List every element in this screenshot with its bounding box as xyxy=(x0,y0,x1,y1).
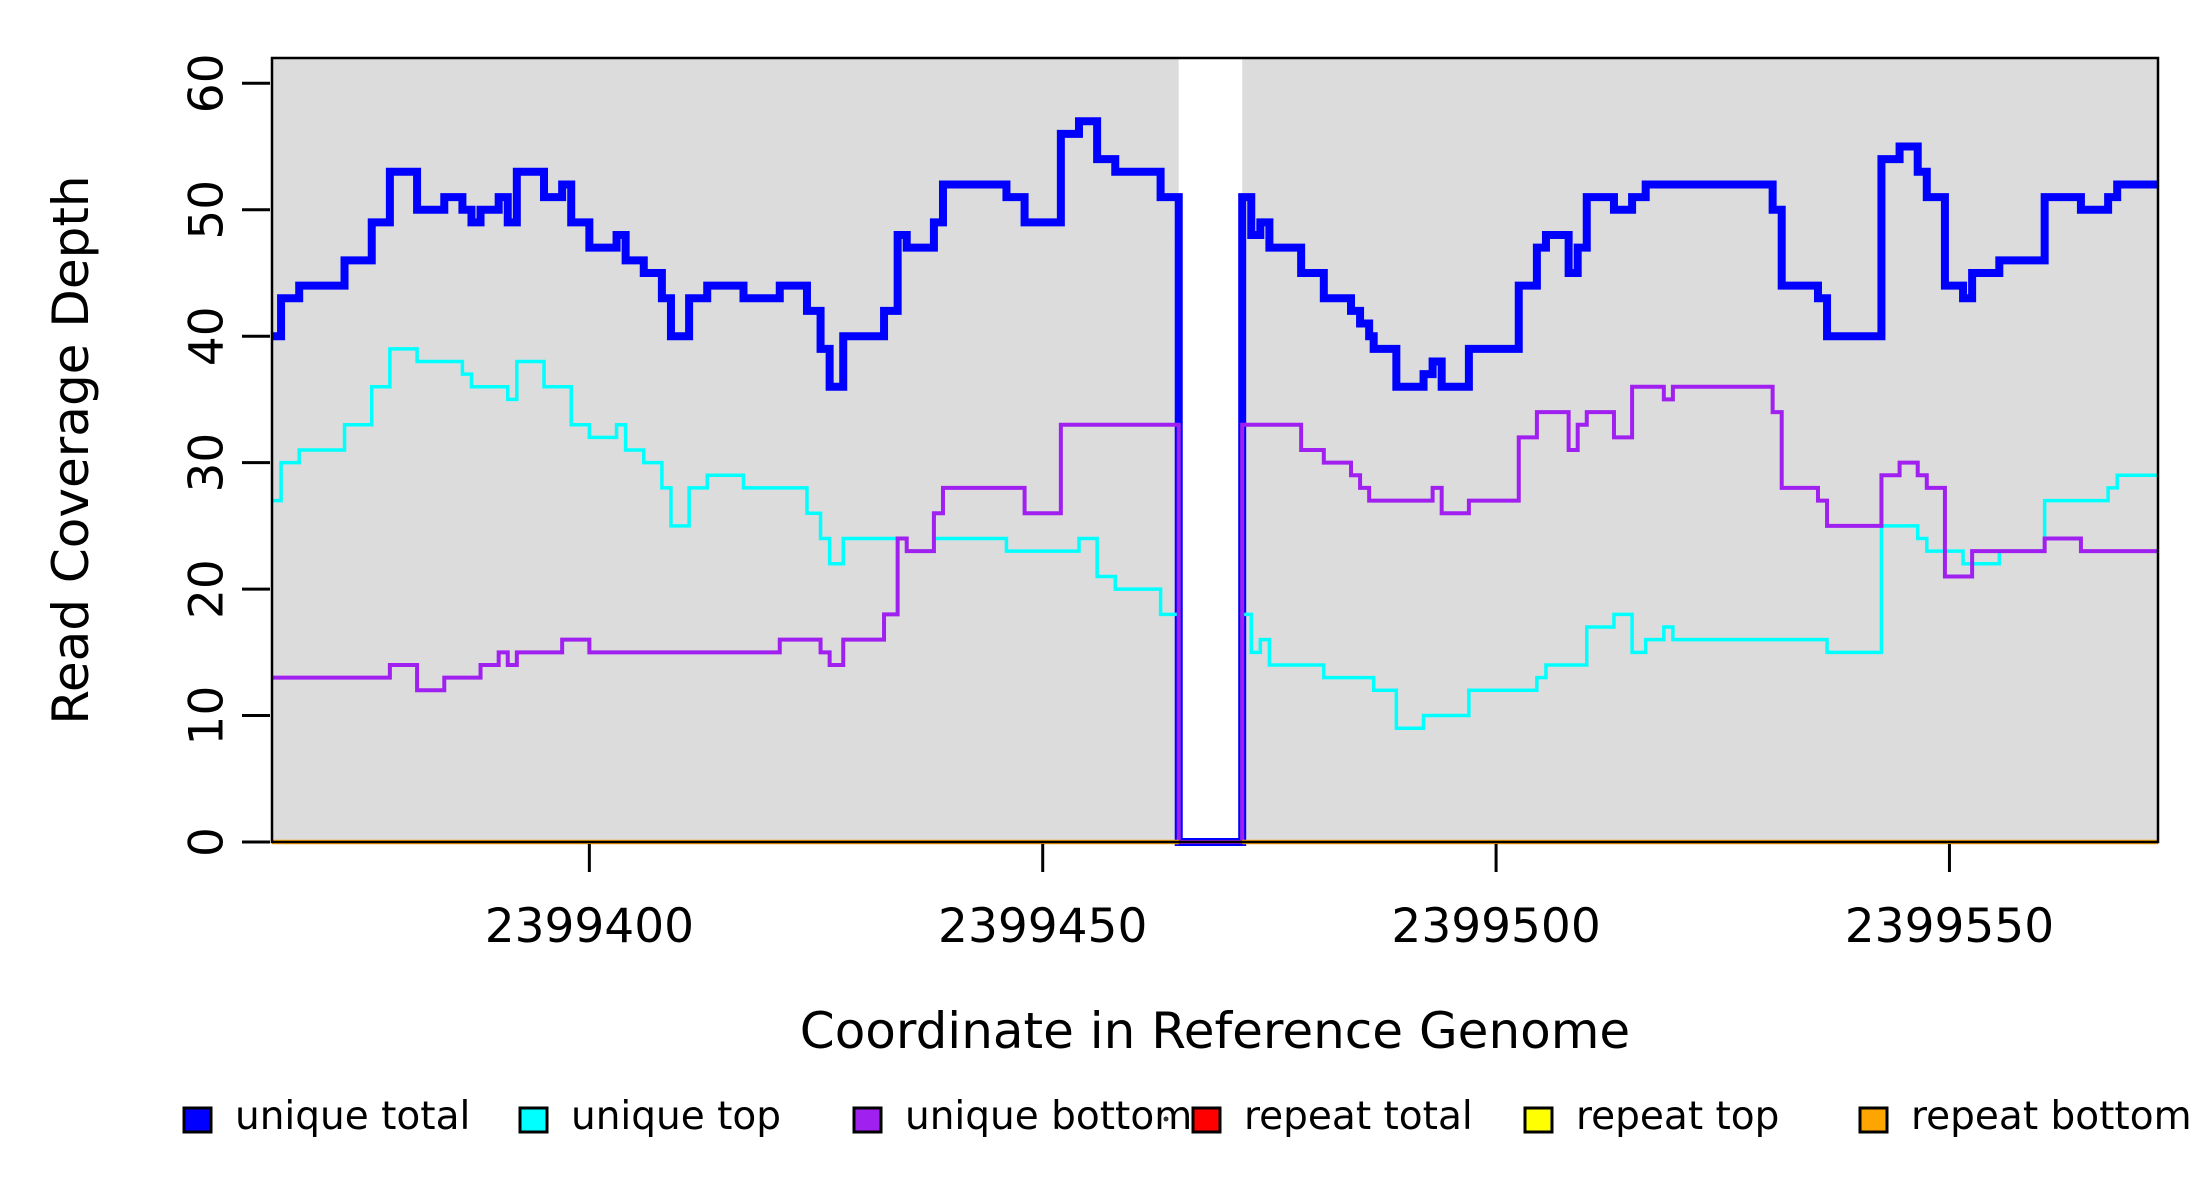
legend-label: unique total xyxy=(235,1094,470,1139)
x-tick-label: 2399500 xyxy=(1391,899,1600,954)
legend-swatch-repeat-top xyxy=(1523,1106,1554,1134)
x-axis-title: Coordinate in Reference Genome xyxy=(800,1002,1630,1060)
series-line-unique-total xyxy=(272,117,2158,846)
legend: unique total unique top unique bottom repea… xyxy=(182,1094,2192,1139)
panel-border xyxy=(270,56,2160,844)
series-line-unique-bottom xyxy=(272,384,2158,844)
legend-swatch-unique-total xyxy=(182,1106,213,1134)
legend-swatch-repeat-total xyxy=(1191,1106,1222,1134)
coverage-gap-band xyxy=(1178,58,1243,842)
y-axis-title: Read Coverage Depth xyxy=(42,175,100,724)
y-tick-label: 60 xyxy=(180,53,235,113)
y-tick-label: 10 xyxy=(180,686,235,746)
y-tick-label: 30 xyxy=(180,433,235,493)
axes: 2399400 2399450 2399500 2399550 0 10 20 30 40 50 6… xyxy=(180,53,2160,954)
legend-item-unique-total: unique total xyxy=(182,1094,470,1139)
legend-swatch-repeat-bottom xyxy=(1858,1106,1889,1134)
legend-item-repeat-bottom: repeat bottom xyxy=(1858,1094,2192,1139)
legend-item-repeat-total: repeat total xyxy=(1191,1094,1473,1139)
x-tick-label: 2399550 xyxy=(1845,899,2054,954)
legend-label: unique top xyxy=(571,1094,781,1139)
y-tick-label: 0 xyxy=(180,827,235,857)
x-tick-label: 2399400 xyxy=(485,899,694,954)
legend-label: repeat total xyxy=(1244,1094,1473,1139)
legend-label: repeat top xyxy=(1576,1094,1779,1139)
legend-swatch-unique-bottom xyxy=(852,1106,883,1134)
stray-point-mark xyxy=(1163,1116,1169,1122)
legend-swatch-unique-top xyxy=(518,1106,549,1134)
y-tick-label: 20 xyxy=(180,559,235,619)
legend-item-repeat-top: repeat top xyxy=(1523,1094,1779,1139)
series-line-unique-top xyxy=(272,347,2158,844)
plot-panel xyxy=(272,58,2158,842)
x-tick-label: 2399450 xyxy=(938,899,1147,954)
legend-item-unique-bottom: unique bottom xyxy=(852,1094,1192,1139)
legend-label: unique bottom xyxy=(905,1094,1192,1139)
legend-item-unique-top: unique top xyxy=(518,1094,781,1139)
y-tick-label: 40 xyxy=(180,306,235,366)
legend-label: repeat bottom xyxy=(1911,1094,2192,1139)
y-tick-label: 50 xyxy=(180,180,235,240)
